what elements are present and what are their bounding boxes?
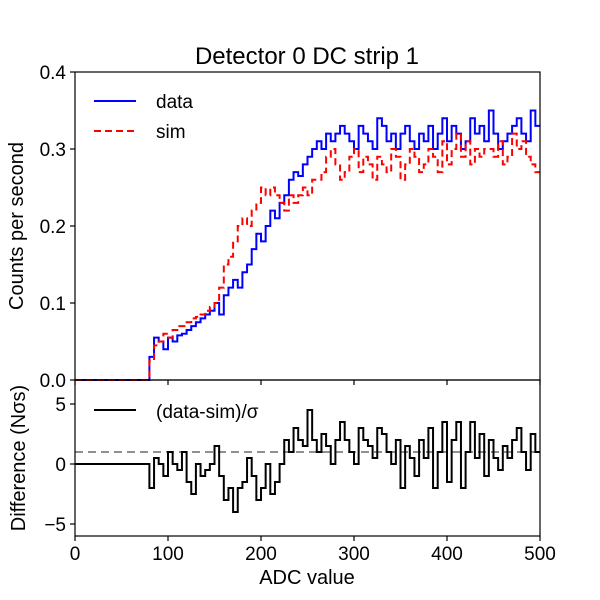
bottom-x-tick-label: 0 (70, 544, 81, 565)
top-y-tick-label: 0.2 (40, 217, 66, 238)
top-y-tick-label: 0.4 (40, 63, 67, 84)
sim-series-line (75, 132, 540, 381)
bottom-x-tick-label: 400 (431, 544, 463, 565)
bottom-plot-frame (74, 379, 541, 537)
bottom-legend: (data-sim)/σ (94, 402, 259, 423)
chart-title: Detector 0 DC strip 1 (195, 43, 419, 70)
top-y-tick-label: 0.0 (40, 371, 66, 392)
bottom-x-tick-label: 300 (338, 544, 370, 565)
top-panel: 0.0 0.1 0.2 0.3 0.4 Counts per second data s… (6, 63, 541, 392)
top-ticks: 0.0 0.1 0.2 0.3 0.4 (40, 63, 541, 392)
legend-data-label: data (156, 92, 193, 113)
top-y-axis-label: Counts per second (6, 142, 28, 310)
legend-sim-label: sim (156, 122, 186, 143)
top-y-tick-label: 0.3 (40, 140, 66, 161)
x-axis-label: ADC value (259, 567, 355, 589)
bottom-y-tick-label: 5 (55, 395, 66, 416)
bottom-y-axis-label: Difference (Nσs) (8, 385, 30, 531)
bottom-x-tick-label: 200 (245, 544, 277, 565)
bottom-y-tick-label: 0 (55, 455, 66, 476)
bottom-x-tick-label: 500 (524, 544, 556, 565)
legend-difference-label: (data-sim)/σ (156, 402, 259, 423)
bottom-y-tick-label: −5 (44, 515, 66, 536)
top-legend: data sim (94, 92, 193, 143)
top-y-tick-label: 0.1 (40, 294, 66, 315)
bottom-x-tick-label: 100 (152, 544, 184, 565)
difference-series-line (75, 409, 540, 513)
